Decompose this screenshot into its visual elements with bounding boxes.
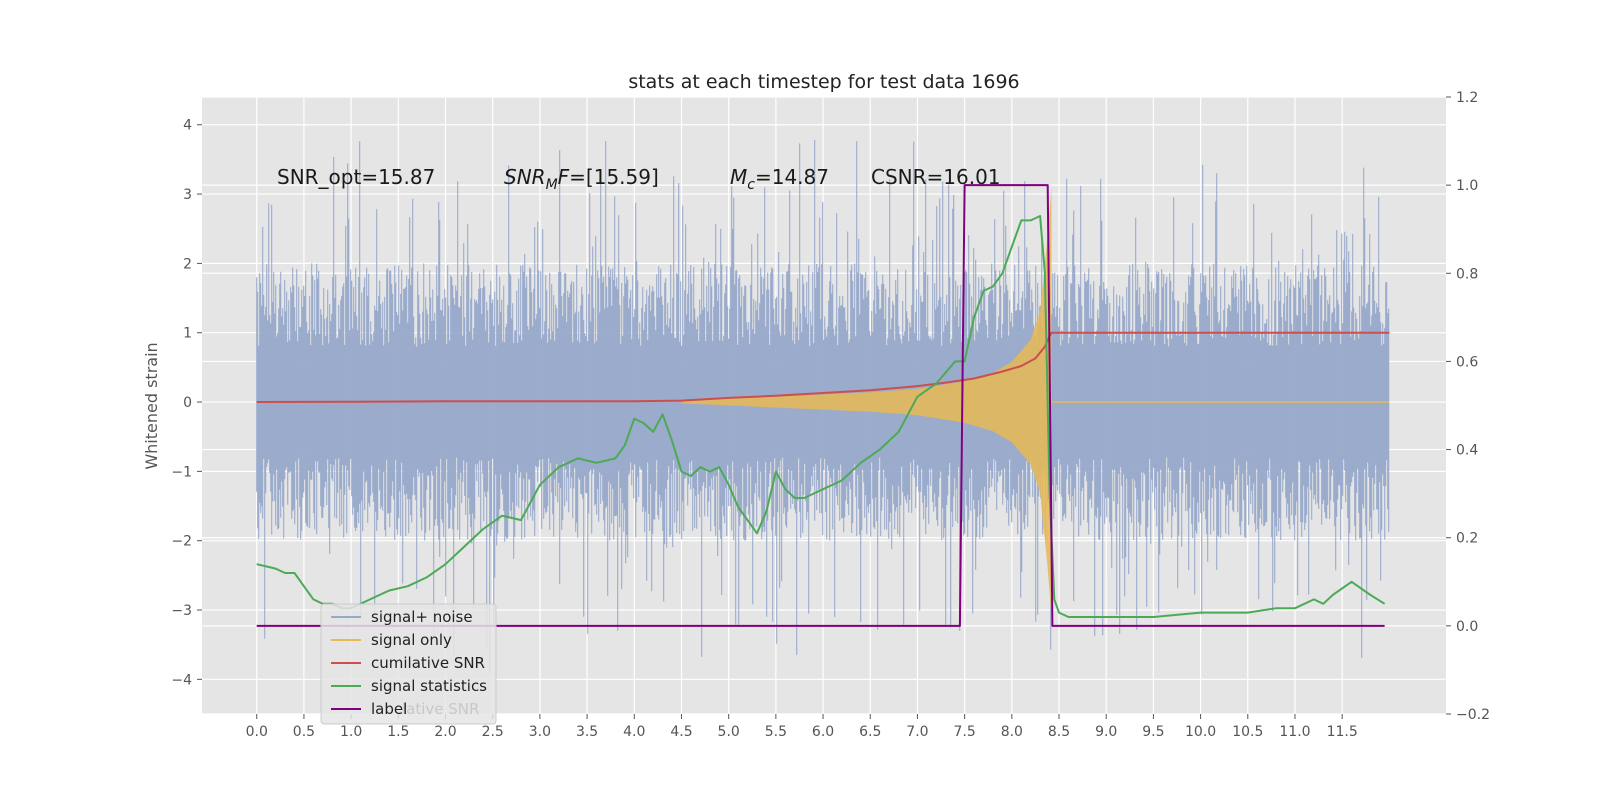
y-tick-label: 1 [183, 326, 192, 342]
annotation-snr-mf: SNRMF=[15.59] [504, 165, 659, 193]
series-line-cumilative-SNR [256, 331, 1390, 403]
snr-mf-f: F [558, 165, 570, 189]
mc-value: =14.87 [755, 165, 829, 189]
x-tick-label: 8.0 [1001, 724, 1023, 740]
y-tick-label: −1 [171, 464, 192, 480]
annotation-mc: Mc=14.87 [730, 165, 829, 193]
x-tick-label: 11.0 [1279, 724, 1310, 740]
legend-label: signal statistics [371, 677, 487, 695]
snr-mf-value: =[15.59] [569, 165, 659, 189]
y2-tick-label: 0.2 [1456, 531, 1478, 547]
x-tick-label: 0.5 [293, 724, 315, 740]
legend-items: signal+ noise signal only cumilative SNR si… [331, 608, 487, 718]
y-tick-label: −4 [171, 672, 192, 688]
y2-axis-ticks: 1.2 1.0 0.8 0.6 0.4 0.2 0.0 −0.2 [1446, 90, 1490, 723]
x-tick-label: 11.5 [1327, 724, 1358, 740]
y-tick-label: 3 [183, 187, 192, 203]
y-tick-label: −2 [171, 534, 192, 550]
signal-only-series [681, 187, 1390, 617]
x-tick-label: 10.5 [1232, 724, 1263, 740]
snr-mf-symbol: SNR [504, 165, 546, 189]
x-tick-label: 9.5 [1142, 724, 1164, 740]
x-tick-label: 5.5 [765, 724, 787, 740]
series-line-label [256, 184, 1385, 627]
x-tick-label: 1.0 [340, 724, 362, 740]
y2-tick-label: −0.2 [1456, 707, 1490, 723]
signal-only-envelope [681, 187, 1052, 617]
x-tick-label: 4.0 [623, 724, 645, 740]
x-tick-label: 8.5 [1048, 724, 1070, 740]
y-tick-label: 0 [183, 395, 192, 411]
mc-subscript: c [747, 177, 755, 193]
y2-tick-label: 0.6 [1456, 354, 1478, 370]
y-tick-label: 2 [183, 256, 192, 272]
annotations: SNR_opt=15.87 SNRMF=[15.59] Mc=14.87 CSN… [277, 165, 1001, 193]
legend-box [320, 603, 497, 725]
x-tick-label: 1.5 [387, 724, 409, 740]
x-tick-label: 2.5 [482, 724, 504, 740]
snr-mf-subscript: M [546, 177, 558, 193]
legend-label: signal+ noise [371, 608, 473, 626]
legend-label: cumilative SNR [371, 654, 485, 672]
legend-label: signal only [371, 631, 452, 649]
y2-tick-label: 1.0 [1456, 178, 1478, 194]
annotation-csnr: CSNR=16.01 [871, 165, 1001, 189]
legend-hidden-text: lative SNR [402, 700, 479, 718]
mc-symbol: M [730, 165, 747, 189]
y-axis-ticks: 4 3 2 1 0 −1 −2 −3 −4 [171, 118, 202, 688]
x-tick-label: 9.0 [1095, 724, 1117, 740]
y-axis-label: Whitened strain [142, 342, 161, 469]
x-tick-label: 6.5 [859, 724, 881, 740]
y2-tick-label: 1.2 [1456, 90, 1478, 106]
annotation-snr-opt: SNR_opt=15.87 [277, 165, 435, 189]
x-tick-label: 10.0 [1185, 724, 1216, 740]
y-tick-label: −3 [171, 603, 192, 619]
x-tick-label: 0.0 [246, 724, 268, 740]
x-tick-label: 3.5 [576, 724, 598, 740]
legend: lative SNR signal+ noise signal only cumil… [320, 603, 497, 725]
chart-title: stats at each timestep for test data 169… [628, 71, 1019, 93]
x-tick-label: 2.0 [434, 724, 456, 740]
x-axis-ticks: 0.0 0.5 1.0 1.5 2.0 2.5 3.0 3.5 4.0 4.5 5.0 5.5 6.0 6… [246, 714, 1358, 740]
x-tick-label: 6.0 [812, 724, 834, 740]
y2-tick-label: 0.0 [1456, 619, 1478, 635]
x-tick-label: 7.0 [906, 724, 928, 740]
line-series [256, 184, 1390, 627]
y2-tick-label: 0.8 [1456, 266, 1478, 282]
x-tick-label: 5.0 [718, 724, 740, 740]
legend-label: label [371, 700, 407, 718]
y2-tick-label: 0.4 [1456, 443, 1478, 459]
series-line-signal-statistics [256, 215, 1386, 618]
x-tick-label: 3.0 [529, 724, 551, 740]
x-tick-label: 7.5 [954, 724, 976, 740]
x-tick-label: 4.5 [670, 724, 692, 740]
y-tick-label: 4 [183, 118, 192, 134]
